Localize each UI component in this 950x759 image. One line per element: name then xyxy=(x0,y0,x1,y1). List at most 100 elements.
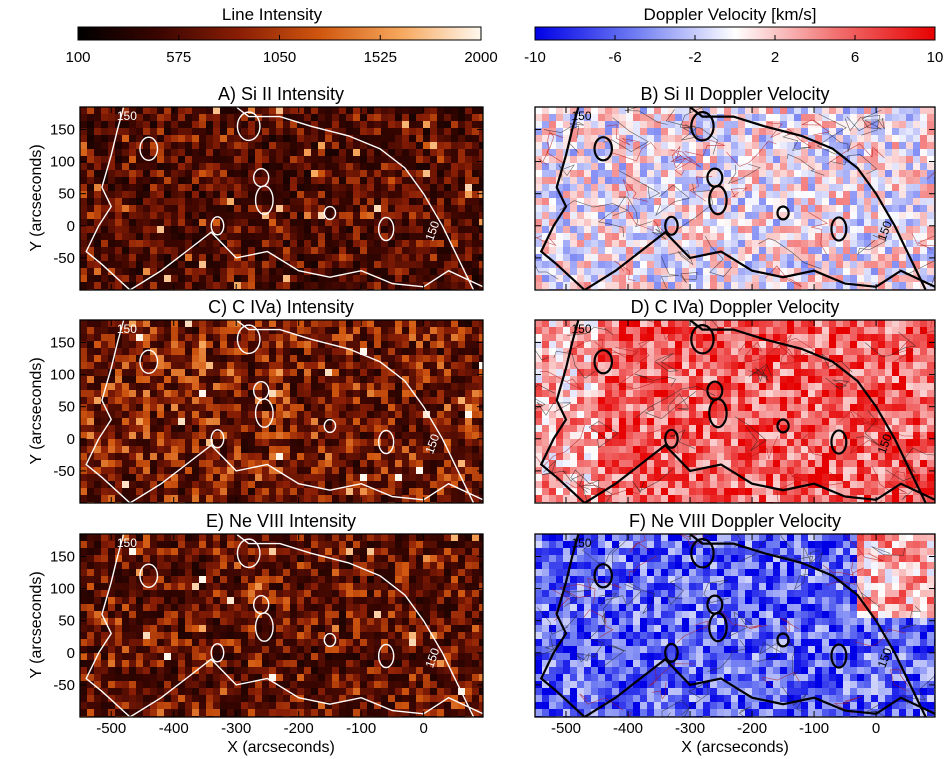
ylabel-row-1: Y (arcseconds) xyxy=(28,144,45,251)
x-tick-label: -300 xyxy=(675,720,705,737)
x-tick-label: -500 xyxy=(551,720,581,737)
contour-loop xyxy=(830,216,848,242)
y-tick-label: 100 xyxy=(50,367,75,384)
contours: 150 150 xyxy=(539,107,935,290)
contour-line xyxy=(85,320,131,503)
contour-line xyxy=(689,534,927,717)
panel-frame xyxy=(79,533,484,718)
contour-loop xyxy=(139,136,159,161)
x-tick-label: -400 xyxy=(159,720,189,737)
panel-d-title: D) C IVa) Doppler Velocity xyxy=(631,297,840,317)
panel-e-title: E) Ne VIII Intensity xyxy=(206,511,356,531)
x-tick-label: -200 xyxy=(737,720,767,737)
colorbar-tick-label: 6 xyxy=(851,49,859,66)
contour-loop xyxy=(254,612,274,642)
x-tick-label: -300 xyxy=(221,720,251,737)
colorbar-velocity-bar xyxy=(534,26,936,41)
contour-line xyxy=(539,320,586,503)
colorbar-tick-label: -10 xyxy=(524,49,546,66)
contour-label: 150 xyxy=(422,432,442,456)
contour-label: 150 xyxy=(117,322,137,336)
panel-frame xyxy=(534,106,936,291)
y-tick-label: -50 xyxy=(53,463,75,480)
y-tick-label: 50 xyxy=(58,613,75,630)
colorbar-tick-label: 575 xyxy=(166,49,191,66)
panel-frame xyxy=(79,106,484,291)
colorbar-tick-label: -6 xyxy=(608,49,621,66)
colorbar-velocity-ticks: -10 -6 -2 2 6 10 xyxy=(524,35,943,66)
colorbar-tick-label: 10 xyxy=(927,49,944,66)
colorbar-intensity-title: Line Intensity xyxy=(222,5,323,24)
contour-line xyxy=(689,320,927,503)
contour-label: 150 xyxy=(117,109,137,123)
x-tick-label: -100 xyxy=(346,720,376,737)
contour-label: 150 xyxy=(422,219,442,243)
contour-loop xyxy=(830,429,848,455)
contour-loop xyxy=(236,324,261,355)
contour-label: 150 xyxy=(571,536,591,550)
panel-b: 150 150 xyxy=(534,106,936,291)
contour-loop xyxy=(593,136,613,162)
y-tick-label: 100 xyxy=(50,581,75,598)
x-tick-label: -200 xyxy=(284,720,314,737)
contour-line xyxy=(539,534,586,717)
panel-frame xyxy=(534,533,936,718)
ylabel-row-3: Y (arcseconds) xyxy=(28,571,45,678)
panel-image xyxy=(80,320,483,503)
panel-frame xyxy=(79,319,484,504)
panel-image xyxy=(535,534,935,717)
contours: 150 150 xyxy=(85,534,483,717)
contour-loop xyxy=(664,428,679,449)
contour-label: 150 xyxy=(117,536,137,550)
contour-loop xyxy=(708,184,728,216)
contour-loop xyxy=(690,111,715,142)
xlabel-right: X (arcseconds) xyxy=(681,739,789,756)
contour-loop xyxy=(708,397,728,429)
y-tick-label: 150 xyxy=(50,334,75,351)
contour-loop xyxy=(776,205,790,221)
colorbar-tick-label: 1525 xyxy=(364,49,397,66)
colorbar-velocity: Doppler Velocity [km/s] -10 -6 -2 2 6 10 xyxy=(524,5,943,66)
xlabel-left: X (arcseconds) xyxy=(227,739,335,756)
contour-label: 150 xyxy=(571,322,591,336)
contour-line xyxy=(689,107,927,290)
contour-loop xyxy=(236,111,261,142)
y-tick-label: 50 xyxy=(58,399,75,416)
contour-line xyxy=(85,107,131,290)
contour-loop xyxy=(254,185,274,215)
y-tick-label: 50 xyxy=(58,186,75,203)
contour-loop xyxy=(593,563,613,589)
y-tick-label: 150 xyxy=(50,548,75,565)
panel-image xyxy=(80,534,483,717)
contour-loop xyxy=(593,349,613,375)
ylabel-row-2: Y (arcseconds) xyxy=(28,357,45,464)
contour-loop xyxy=(830,643,848,669)
contour-loop xyxy=(377,643,395,669)
panel-a: 150 150 -50 0 50 100 150 xyxy=(50,106,484,291)
contour-line xyxy=(539,107,586,290)
panel-image xyxy=(80,107,483,290)
contour-loop xyxy=(323,632,337,648)
contour-loop xyxy=(210,643,225,663)
y-tick-label: 0 xyxy=(67,645,75,662)
contour-label: 150 xyxy=(875,646,895,670)
colorbar-tick-label: 1050 xyxy=(263,49,296,66)
contour-loop xyxy=(708,611,728,643)
contour-loop xyxy=(664,642,679,663)
contour-loop xyxy=(323,205,337,221)
contour-loop xyxy=(690,538,715,569)
y-tick-label: -50 xyxy=(53,250,75,267)
contour-loop xyxy=(690,324,715,355)
contour-loop xyxy=(377,216,395,242)
panel-f: 150 150 -500 -400 -300 -200 -100 0 xyxy=(534,533,936,737)
contour-label: 150 xyxy=(422,646,442,670)
colorbar-velocity-title: Doppler Velocity [km/s] xyxy=(644,5,817,24)
panel-a-title: A) Si II Intensity xyxy=(218,84,344,104)
colorbar-tick-label: 2 xyxy=(771,49,779,66)
x-tick-label: 0 xyxy=(419,720,427,737)
contour-loop xyxy=(236,538,261,569)
contour-loop xyxy=(210,429,225,449)
panel-c: 150 150 -50 0 50 100 150 xyxy=(50,319,484,504)
